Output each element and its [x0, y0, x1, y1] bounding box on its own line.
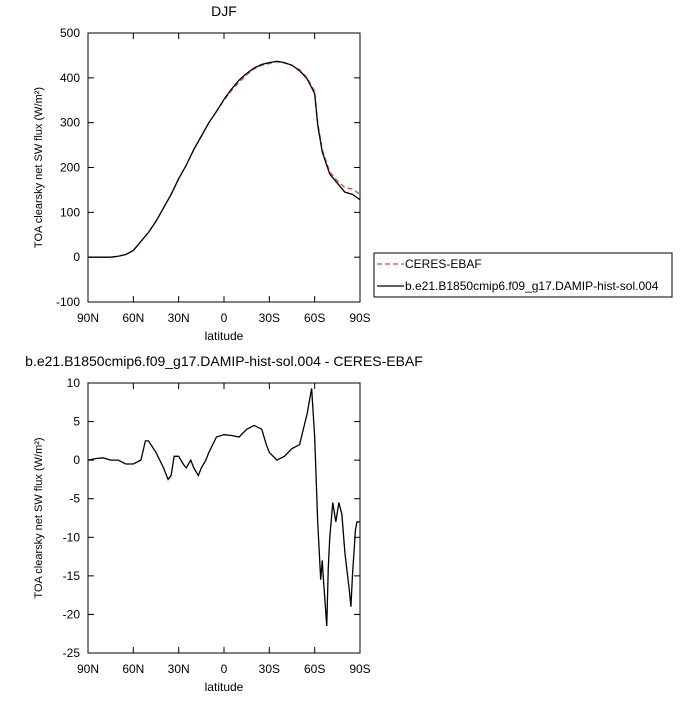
x-tick-label: 0: [221, 662, 228, 676]
y-tick-label: 200: [60, 161, 80, 175]
x-tick-label: 90N: [77, 311, 99, 325]
y-tick-label: 0: [73, 250, 80, 264]
x-axis-label: latitude: [205, 680, 244, 694]
y-tick-label: 5: [73, 415, 80, 429]
chart-title: b.e21.B1850cmip6.f09_g17.DAMIP-hist-sol.…: [25, 353, 423, 369]
x-tick-label: 30S: [259, 662, 280, 676]
x-tick-label: 30S: [259, 311, 280, 325]
y-tick-label: 0: [73, 453, 80, 467]
y-axis-label: TOA clearsky net SW flux (W/m²): [33, 87, 45, 248]
y-tick-label: -100: [56, 295, 80, 309]
x-tick-label: 60S: [304, 662, 325, 676]
x-tick-label: 90S: [349, 311, 370, 325]
legend-box: [373, 252, 673, 298]
y-tick-label: -25: [63, 646, 81, 660]
y-tick-label: -20: [63, 607, 81, 621]
y-tick-label: 500: [60, 26, 80, 40]
x-tick-label: 60N: [122, 662, 144, 676]
data-line: [88, 61, 361, 258]
plot-frame: [87, 382, 361, 654]
y-tick-label: 300: [60, 116, 80, 130]
x-tick-label: 30N: [168, 662, 190, 676]
legend-label: CERES-EBAF: [405, 257, 482, 271]
x-tick-label: 0: [221, 311, 228, 325]
y-tick-label: 400: [60, 71, 80, 85]
y-tick-label: -5: [69, 492, 80, 506]
chart-title: DJF: [211, 3, 237, 19]
x-tick-label: 90S: [349, 662, 370, 676]
y-tick-label: 100: [60, 205, 80, 219]
x-tick-label: 60S: [304, 311, 325, 325]
y-tick-label: 10: [67, 376, 81, 390]
y-tick-label: -10: [63, 530, 81, 544]
data-line: [87, 388, 360, 627]
legend-label: b.e21.B1850cmip6.f09_g17.DAMIP-hist-sol.…: [405, 279, 659, 293]
y-axis-label: TOA clearsky net SW flux (W/m²): [33, 437, 45, 598]
x-tick-label: 60N: [122, 311, 144, 325]
x-axis-label: latitude: [205, 329, 244, 343]
y-tick-label: -15: [63, 569, 81, 583]
plot-frame: [87, 32, 361, 303]
x-tick-label: 90N: [77, 662, 99, 676]
x-tick-label: 30N: [168, 311, 190, 325]
data-line: [88, 60, 361, 258]
